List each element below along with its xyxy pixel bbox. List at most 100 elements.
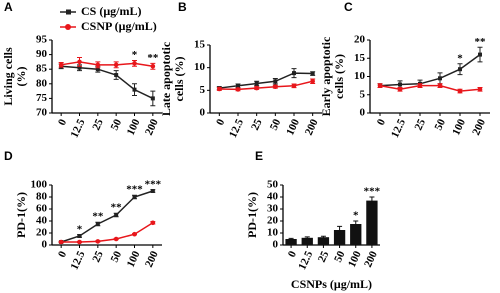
panel-letter: C — [344, 0, 353, 14]
x-tick-label: 0 — [286, 249, 299, 260]
marker — [77, 234, 82, 238]
significance-label: ** — [147, 52, 159, 64]
x-tick-label: 50 — [432, 117, 448, 132]
marker — [377, 83, 383, 88]
legend-marker — [66, 9, 71, 15]
x-tick-label: 50 — [268, 117, 284, 132]
x-tick-label: 100 — [125, 117, 143, 137]
marker — [58, 62, 64, 68]
series-line — [61, 61, 153, 68]
y-tick-label: 15 — [194, 39, 206, 51]
y-tick-label: 90 — [36, 48, 48, 60]
x-tick-label: 25 — [90, 249, 106, 264]
x-tick-label: 100 — [346, 249, 364, 269]
y-tick-label: 0 — [200, 107, 206, 119]
marker — [235, 87, 241, 92]
marker — [114, 73, 119, 78]
marker — [478, 52, 482, 57]
y-tick-label: 40 — [36, 215, 48, 227]
panel-letter: A — [4, 0, 13, 14]
x-tick-label: 12.5 — [389, 117, 408, 140]
error-bar — [369, 196, 375, 205]
y-tick-label: 15 — [354, 52, 366, 64]
marker — [132, 61, 137, 66]
marker — [113, 236, 119, 242]
y-axis-label: (%) — [14, 67, 28, 87]
x-tick-label: 200 — [143, 249, 161, 269]
significance-label: ** — [475, 36, 487, 48]
y-axis-label: Late apoptotic — [159, 41, 173, 116]
bar — [350, 224, 362, 245]
series-line — [379, 84, 481, 92]
x-tick-label: 50 — [109, 249, 125, 264]
error-bar — [337, 225, 343, 235]
error-bar — [353, 220, 359, 228]
marker — [291, 83, 297, 89]
marker — [236, 83, 240, 88]
y-axis-label: PD-1(%) — [245, 192, 259, 238]
marker — [150, 96, 155, 101]
significance-label: * — [77, 223, 83, 235]
y-tick-label: 20 — [36, 227, 48, 239]
y-tick-label: 0 — [273, 239, 279, 251]
y-tick-label: 75 — [36, 92, 48, 104]
significance-label: * — [457, 52, 463, 64]
y-tick-label: 20 — [267, 215, 279, 227]
y-axis-label: Early apoptotic — [319, 36, 333, 116]
y-tick-label: 95 — [36, 34, 48, 46]
y-tick-label: 5 — [360, 88, 366, 100]
significance-label: ** — [111, 202, 123, 214]
x-tick-label: 200 — [143, 117, 161, 137]
x-tick-label: 200 — [362, 249, 380, 269]
y-tick-label: 0 — [42, 239, 48, 251]
x-tick-label: 100 — [284, 117, 302, 137]
marker — [217, 86, 222, 92]
significance-label: *** — [145, 178, 162, 190]
series-line — [61, 222, 154, 243]
marker — [150, 63, 156, 69]
y-tick-label: 60 — [36, 203, 48, 215]
x-tick-label: 0 — [56, 117, 69, 128]
y-tick-label: 0 — [360, 107, 366, 119]
x-tick-label: 12.5 — [227, 117, 246, 140]
marker — [254, 81, 259, 86]
y-tick-label: 80 — [36, 191, 48, 203]
marker — [114, 213, 119, 217]
panel-letter: E — [255, 149, 263, 163]
x-axis-label: CSNPs (μg/mL) — [291, 277, 372, 291]
x-tick-label: 50 — [332, 249, 348, 264]
marker — [95, 239, 101, 244]
bar — [366, 200, 378, 245]
x-tick-label: 25 — [90, 117, 106, 132]
series-line — [219, 80, 313, 91]
bar — [301, 237, 313, 245]
marker — [310, 78, 315, 84]
marker — [417, 83, 423, 88]
marker — [437, 83, 443, 88]
y-tick-label: 70 — [36, 107, 48, 119]
y-tick-label: 10 — [194, 61, 206, 73]
marker — [310, 71, 315, 76]
legend-marker — [65, 24, 71, 30]
x-tick-label: 0 — [56, 249, 69, 260]
x-tick-label: 25 — [412, 117, 428, 132]
significance-label: ** — [92, 211, 104, 223]
x-tick-label: 100 — [125, 249, 143, 269]
panel-letter: B — [178, 0, 187, 14]
marker — [273, 79, 278, 84]
series-line — [219, 72, 313, 89]
series-line — [61, 65, 154, 100]
legend-label: CSNP (μg/mL) — [81, 19, 157, 33]
x-tick-label: 200 — [303, 117, 321, 137]
marker — [77, 239, 82, 245]
error-bar — [320, 235, 326, 239]
y-tick-label: 10 — [354, 70, 366, 82]
marker — [458, 67, 462, 72]
y-tick-label: 10 — [267, 227, 279, 239]
x-tick-label: 25 — [249, 117, 265, 132]
x-tick-label: 12.5 — [69, 249, 88, 272]
x-tick-label: 25 — [316, 249, 332, 264]
error-bar — [304, 236, 310, 240]
x-tick-label: 200 — [470, 117, 488, 137]
